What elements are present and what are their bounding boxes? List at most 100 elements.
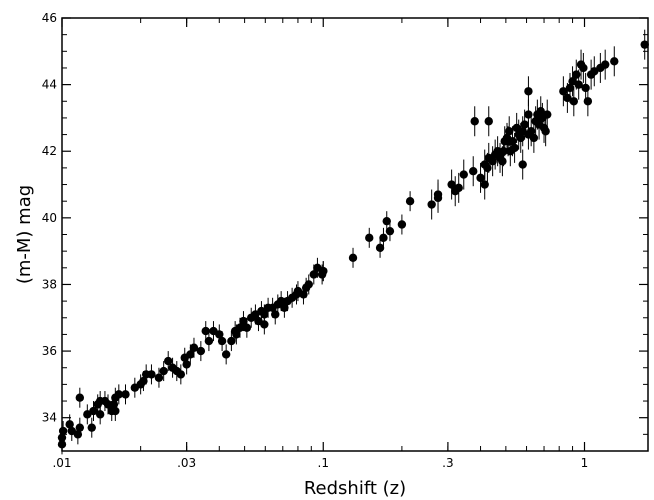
- plot-frame: [61, 17, 649, 452]
- data-point: [518, 160, 527, 169]
- data-point: [382, 216, 391, 226]
- y-axis-title: (m-M) mag: [14, 185, 35, 284]
- data-point: [75, 393, 85, 402]
- data-point: [579, 63, 588, 73]
- data-point: [109, 400, 119, 409]
- data-point: [201, 326, 210, 336]
- data-point: [397, 220, 407, 229]
- data-point: [58, 426, 68, 436]
- data-point: [87, 423, 96, 432]
- data-point: [348, 253, 358, 263]
- data-point: [640, 40, 649, 49]
- data-point: [503, 137, 513, 146]
- y-tick-label: 46: [42, 11, 57, 25]
- y-tick-label: 42: [42, 144, 57, 158]
- data-point: [121, 390, 130, 399]
- data-point: [280, 303, 289, 312]
- data-point: [510, 143, 519, 153]
- data-point: [196, 346, 206, 356]
- data-point: [568, 77, 577, 86]
- data-point: [480, 180, 489, 189]
- data-point: [563, 93, 572, 103]
- data-point: [405, 196, 415, 206]
- data-point: [459, 170, 468, 179]
- y-tick-label: 44: [42, 78, 57, 92]
- data-point: [469, 167, 478, 176]
- data-point: [529, 133, 539, 143]
- data-point: [103, 400, 113, 409]
- data-point: [375, 243, 385, 253]
- data-point: [427, 200, 436, 209]
- data-point: [221, 350, 231, 359]
- data-point: [75, 423, 85, 432]
- data-point: [147, 370, 156, 379]
- x-tick-label: .01: [52, 456, 71, 470]
- data-point: [95, 410, 105, 419]
- data-point: [154, 373, 164, 382]
- data-point: [215, 330, 224, 339]
- data-point: [505, 127, 514, 136]
- data-point: [379, 233, 388, 243]
- data-point: [217, 336, 227, 346]
- data-point: [610, 57, 619, 66]
- data-point: [476, 173, 485, 183]
- data-point: [83, 410, 92, 419]
- data-point: [304, 280, 313, 289]
- data-point: [309, 270, 318, 279]
- data-point: [204, 336, 214, 346]
- data-point: [574, 80, 583, 89]
- x-tick-label: .1: [318, 456, 329, 470]
- x-tick-label: 1: [581, 456, 589, 470]
- data-point: [433, 190, 443, 199]
- y-tick-label: 38: [42, 277, 57, 291]
- data-point: [451, 187, 460, 196]
- data-point: [498, 157, 507, 166]
- data-point: [89, 406, 98, 416]
- data-point: [572, 70, 581, 79]
- data-point: [600, 60, 610, 69]
- x-tick-label: .3: [442, 456, 453, 470]
- data-point: [526, 127, 536, 136]
- y-tick-label: 36: [42, 344, 57, 358]
- data-point: [230, 326, 240, 336]
- axis-ticks: .01 .03 .1 .3 1 34 36 38 40 42 44 46: [42, 11, 648, 470]
- data-point: [239, 316, 248, 326]
- data-point: [524, 110, 533, 119]
- x-axis-title: Redshift (z): [304, 478, 406, 499]
- data-point: [541, 127, 550, 136]
- data-point: [385, 226, 395, 236]
- data-point: [189, 343, 199, 352]
- data-point: [260, 320, 269, 329]
- data-point: [182, 360, 191, 369]
- data-point: [159, 366, 168, 376]
- data-point: [227, 336, 236, 346]
- data-point: [543, 110, 552, 119]
- y-tick-label: 40: [42, 211, 57, 225]
- data-points: [57, 29, 649, 455]
- data-point: [319, 266, 328, 276]
- data-point: [483, 163, 492, 173]
- data-point: [176, 370, 186, 379]
- data-point: [57, 433, 67, 442]
- y-tick-label: 34: [42, 411, 57, 425]
- data-point: [581, 83, 590, 93]
- x-tick-label: .03: [177, 456, 196, 470]
- data-point: [164, 356, 173, 366]
- data-point: [470, 117, 479, 126]
- data-point: [299, 290, 308, 299]
- data-point: [569, 97, 579, 106]
- data-point: [114, 390, 124, 399]
- data-point: [186, 350, 195, 359]
- data-point: [583, 97, 593, 106]
- data-point: [559, 87, 568, 96]
- data-point: [111, 406, 120, 416]
- data-point: [276, 296, 286, 306]
- data-point: [499, 147, 508, 156]
- data-point: [484, 117, 493, 126]
- data-point: [524, 87, 533, 96]
- data-point: [242, 323, 252, 332]
- data-point: [447, 180, 456, 189]
- data-point: [520, 120, 529, 129]
- data-point: [139, 376, 148, 386]
